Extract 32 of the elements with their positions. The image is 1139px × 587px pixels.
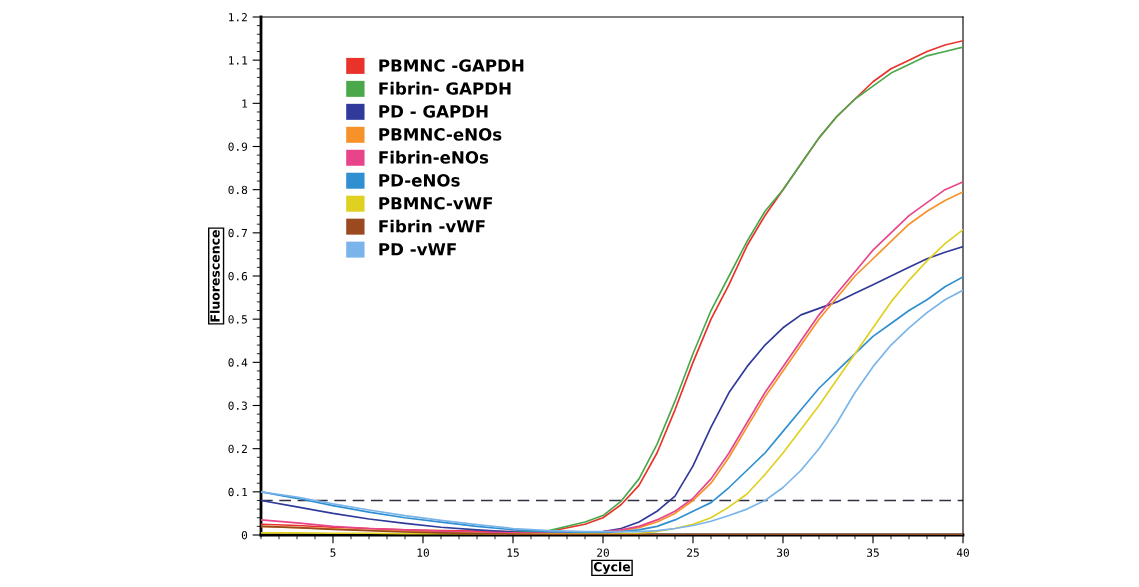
x-tick-label: 30 (777, 548, 789, 557)
y-tick-label: 0.3 (228, 401, 247, 410)
y-tick-label: 0.4 (228, 358, 248, 367)
legend-label: PD -vWF (379, 243, 456, 256)
y-tick-label: 0.8 (228, 185, 248, 195)
y-tick-label: 0.7 (228, 228, 247, 238)
y-tick-label: 1.2 (229, 13, 247, 22)
legend-label: PBMNC-eNOs (379, 128, 502, 141)
x-tick-label: 25 (687, 548, 699, 557)
y-tick-label: 0.2 (228, 444, 247, 454)
legend-label: PD-eNOs (379, 174, 460, 187)
x-axis-title: Cycle (593, 561, 631, 574)
y-tick-label: 0 (241, 531, 248, 540)
y-tick-label: 0.5 (228, 315, 247, 324)
y-tick-label: 0.6 (228, 272, 248, 281)
y-tick-label: 1 (242, 99, 248, 108)
legend-label: PBMNC -GAPDH (379, 59, 524, 72)
x-tick-label: 5 (330, 548, 336, 557)
x-tick-label: 20 (597, 548, 609, 557)
legend-label: PBMNC-vWF (379, 196, 493, 210)
x-tick-label: 35 (867, 548, 879, 557)
x-tick-label: 40 (956, 548, 969, 557)
legend-label: Fibrin-eNOs (379, 150, 489, 164)
y-tick-label: 0.1 (228, 487, 248, 497)
y-axis-title: Fluorescence (210, 230, 220, 322)
legend-label: Fibrin -vWF (379, 219, 485, 233)
y-tick-label: 0.9 (228, 142, 248, 151)
x-tick-label: 15 (507, 548, 519, 557)
x-tick-label: 10 (417, 548, 429, 557)
legend-label: Fibrin- GAPDH (379, 81, 511, 95)
legend-label: PD - GAPDH (379, 105, 488, 118)
y-tick-label: 1.1 (229, 56, 248, 65)
